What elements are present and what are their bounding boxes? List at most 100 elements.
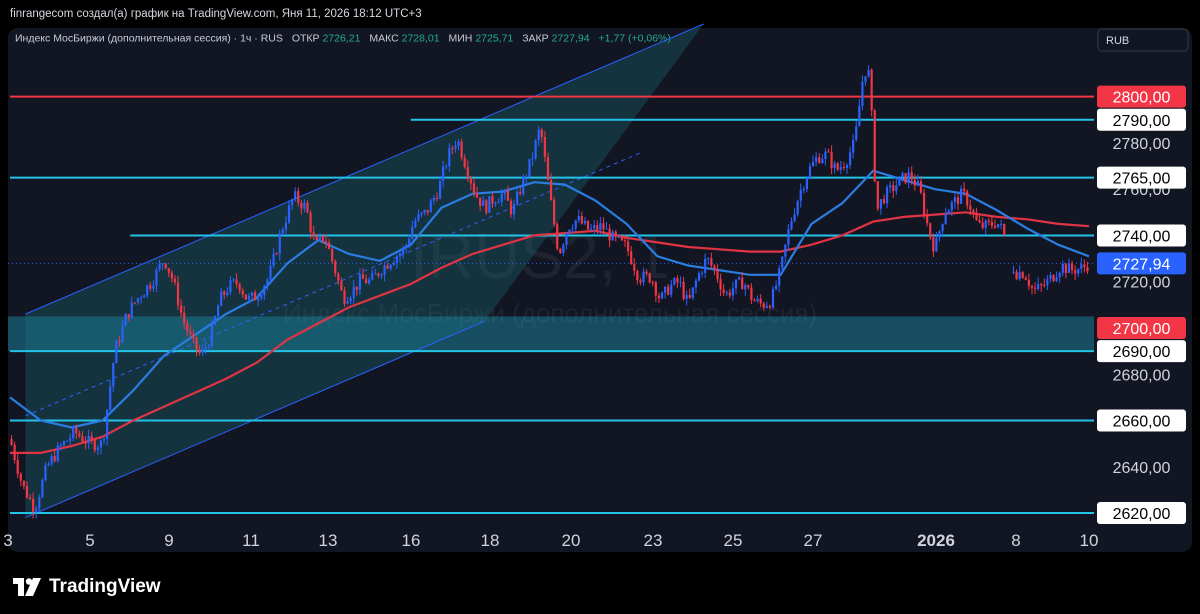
candle-down <box>312 232 315 237</box>
symbol-name[interactable]: Индекс МосБиржи (дополнительная сессия) … <box>15 33 283 45</box>
candle-up <box>494 202 497 204</box>
candle-down <box>479 197 482 206</box>
price-axis[interactable]: 2620,00 2640,00 2660,00 2680,00 2690,00 2700,… <box>1097 85 1186 525</box>
candle-down <box>337 273 340 281</box>
candle-down <box>13 444 16 460</box>
candle-down <box>596 225 599 230</box>
candle-down <box>1015 271 1018 280</box>
price-tag-bg <box>1097 224 1186 247</box>
candle-down <box>904 173 907 184</box>
candle-up <box>593 225 596 229</box>
candle-down <box>506 190 509 201</box>
candle-down <box>747 285 750 288</box>
price-tag-label: 2700,00 <box>1113 321 1171 338</box>
candle-up <box>420 212 423 215</box>
ema-slow-line <box>10 211 1090 454</box>
candle-down <box>710 258 713 266</box>
price-tag-2790[interactable]: 2790,00 <box>1097 108 1186 131</box>
candle-down <box>297 191 300 203</box>
candle-down <box>491 196 494 204</box>
time-axis[interactable]: 3 5 9 11 13 16 18 20 23 25 27 2026 8 10 <box>3 531 1098 550</box>
time-tick-label: 13 <box>319 531 338 550</box>
candle-down <box>364 278 368 284</box>
channel-upper-line[interactable] <box>25 23 704 315</box>
candle-down <box>472 183 476 193</box>
candle-down <box>972 210 975 213</box>
candle-up <box>287 205 291 223</box>
candle-up <box>858 105 861 127</box>
price-tag-label: 2690,00 <box>1113 344 1171 361</box>
price-tick-label: 2680,00 <box>1113 367 1171 384</box>
candle-up <box>303 202 306 209</box>
channel-layer[interactable] <box>25 23 704 519</box>
candle-down <box>966 191 969 206</box>
candle-down <box>716 269 719 280</box>
price-tag-2660[interactable]: 2660,00 <box>1097 409 1186 432</box>
candle-down <box>327 242 331 249</box>
candle-up <box>941 223 944 232</box>
candle-down <box>645 271 648 274</box>
candle-up <box>374 273 377 275</box>
channel-lower-line[interactable] <box>25 320 485 519</box>
candle-down <box>315 236 318 241</box>
candle-up <box>574 220 577 229</box>
candle-up <box>146 285 149 296</box>
candle-up <box>864 76 867 82</box>
candle-down <box>466 167 469 178</box>
candle-up <box>401 248 405 254</box>
candle-down <box>1021 272 1024 278</box>
candle-down <box>386 265 389 269</box>
candle-down <box>1033 287 1037 289</box>
price-tag-2800[interactable]: 2800,00 <box>1097 85 1186 108</box>
candle-down <box>164 263 167 269</box>
price-tag-2765[interactable]: 2765,00 <box>1097 166 1186 189</box>
candle-up <box>47 463 50 466</box>
price-tag-2740[interactable]: 2740,00 <box>1097 224 1186 247</box>
candle-up <box>821 158 824 163</box>
candle-down <box>602 223 605 230</box>
candle-down <box>198 349 201 353</box>
time-tick-label: 18 <box>481 531 500 550</box>
support-zone <box>8 316 1094 352</box>
currency-button[interactable]: RUB <box>1097 28 1189 52</box>
candle-down <box>608 228 611 241</box>
candle-down <box>22 480 25 487</box>
price-tick-label: 2640,00 <box>1113 460 1171 477</box>
candle-down <box>636 270 639 281</box>
price-tag-2727-94[interactable]: 2727,94 <box>1097 252 1186 275</box>
candle-up <box>429 200 432 213</box>
candle-down <box>179 305 183 313</box>
candle-down <box>53 456 56 462</box>
candle-down <box>223 291 226 295</box>
candle-up <box>1046 278 1049 286</box>
price-tag-2690[interactable]: 2690,00 <box>1097 340 1186 363</box>
candle-down <box>519 191 522 194</box>
candle-up <box>448 148 451 166</box>
candle-up <box>383 265 386 275</box>
candle-down <box>361 274 365 279</box>
price-tag-2700[interactable]: 2700,00 <box>1097 316 1186 339</box>
candle-up <box>534 140 537 159</box>
candle-up <box>290 199 294 206</box>
candle-down <box>546 156 550 181</box>
candle-up <box>1067 263 1071 273</box>
candle-down <box>722 289 725 294</box>
tradingview-logo[interactable]: TradingView <box>13 576 161 598</box>
candle-up <box>106 409 109 439</box>
open-value: 2726,21 <box>322 33 360 45</box>
candle-up <box>207 346 210 348</box>
price-tag-2620[interactable]: 2620,00 <box>1097 502 1186 525</box>
candle-up <box>352 286 355 298</box>
candle-down <box>238 283 241 291</box>
candle-down <box>556 224 559 249</box>
candle-down <box>426 209 429 213</box>
candle-up <box>278 233 281 254</box>
candle-up <box>281 229 284 234</box>
candle-up <box>1055 277 1058 282</box>
candle-up <box>1037 284 1040 289</box>
candle-down <box>540 129 543 138</box>
candle-down <box>870 69 873 111</box>
candle-down <box>321 235 325 241</box>
candle-up <box>808 166 812 179</box>
